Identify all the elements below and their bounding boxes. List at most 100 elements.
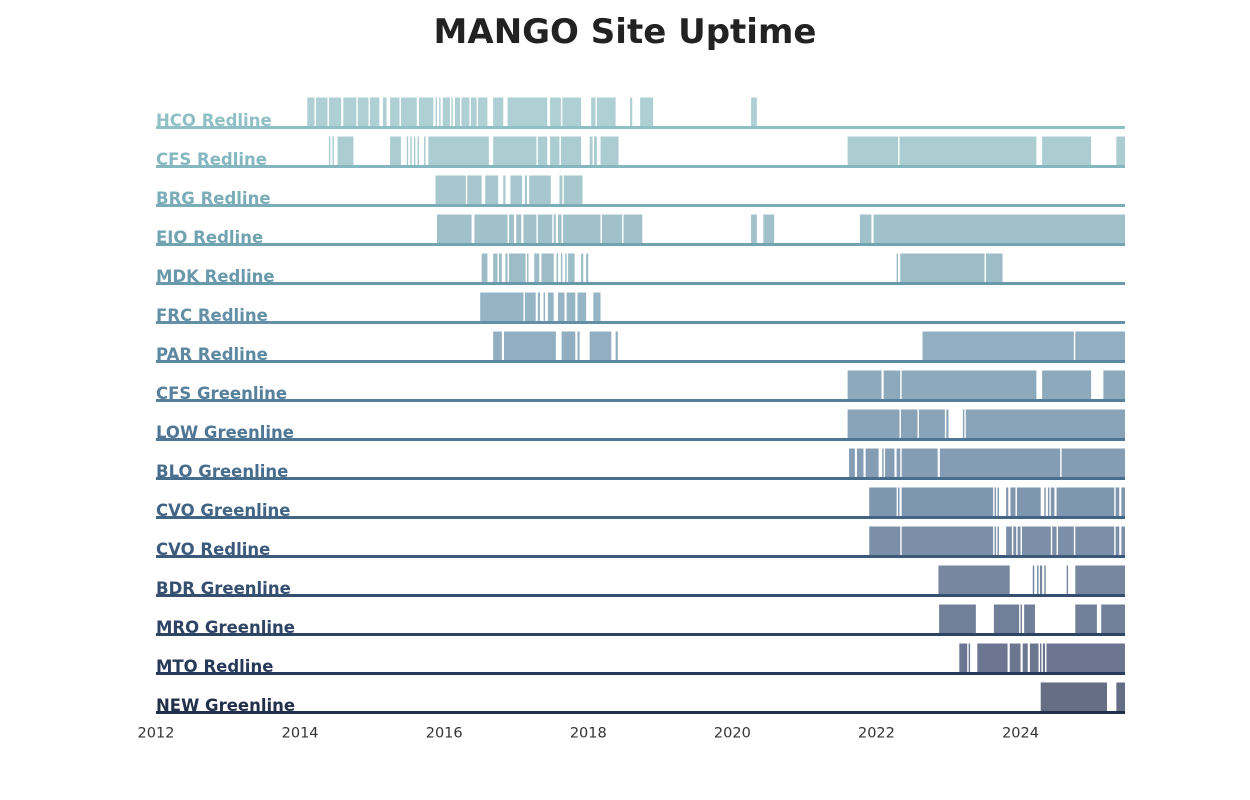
uptime-bar	[896, 448, 901, 479]
site-label: HCO Redline	[156, 111, 272, 130]
uptime-bar	[537, 292, 540, 323]
uptime-bar	[615, 331, 618, 362]
site-label: CFS Redline	[156, 150, 267, 169]
site-row: EIO Redline	[156, 214, 1125, 247]
site-row: MRO Greenline	[156, 604, 1125, 637]
uptime-bar	[1010, 487, 1016, 518]
uptime-bar	[959, 643, 968, 674]
uptime-bar	[558, 292, 565, 323]
uptime-bar	[493, 97, 504, 128]
uptime-bar	[600, 136, 619, 167]
uptime-bar	[900, 409, 918, 440]
uptime-bar	[994, 526, 997, 557]
site-row: BRG Redline	[156, 175, 1125, 208]
uptime-bar	[467, 175, 482, 206]
uptime-bar	[1058, 526, 1074, 557]
uptime-bar	[977, 643, 1008, 674]
uptime-bar	[1066, 565, 1069, 596]
x-tick-label: 2012	[138, 726, 175, 742]
uptime-bar	[328, 136, 331, 167]
uptime-bar	[997, 526, 999, 557]
uptime-bar	[550, 97, 561, 128]
uptime-bar	[474, 214, 508, 245]
uptime-bar	[939, 604, 976, 635]
site-row: BDR Greenline	[156, 565, 1125, 598]
uptime-bar	[869, 487, 897, 518]
uptime-bar	[390, 136, 401, 167]
uptime-bar	[485, 175, 499, 206]
x-tick-label: 2024	[1002, 726, 1039, 742]
site-label: LOW Greenline	[156, 423, 294, 442]
uptime-bar	[1046, 643, 1125, 674]
uptime-bar	[918, 409, 945, 440]
site-row: BLO Greenline	[156, 448, 1125, 481]
site-row: MTO Redline	[156, 643, 1125, 676]
uptime-bar	[523, 214, 537, 245]
uptime-bar	[630, 97, 633, 128]
uptime-bar	[1039, 565, 1043, 596]
uptime-bar	[510, 175, 522, 206]
uptime-bar	[847, 409, 900, 440]
uptime-bar	[565, 253, 567, 284]
uptime-bar	[901, 526, 994, 557]
uptime-bar	[493, 253, 498, 284]
uptime-bar	[885, 448, 895, 479]
uptime-bar	[589, 331, 612, 362]
uptime-bar	[507, 97, 548, 128]
uptime-bar	[1044, 565, 1046, 596]
uptime-bar	[1044, 487, 1046, 518]
uptime-bar	[640, 97, 654, 128]
site-label: CVO Redline	[156, 540, 270, 559]
site-label: EIO Redline	[156, 228, 263, 247]
uptime-bar	[307, 97, 315, 128]
uptime-bar	[601, 214, 623, 245]
site-label: BRG Redline	[156, 189, 271, 208]
uptime-bar	[1016, 487, 1041, 518]
uptime-bar	[1037, 565, 1039, 596]
uptime-bar	[1116, 136, 1125, 167]
uptime-bar	[994, 487, 997, 518]
uptime-bar	[343, 97, 357, 128]
site-row: CVO Redline	[156, 526, 1125, 559]
uptime-bar	[1121, 487, 1125, 518]
uptime-bar	[593, 292, 601, 323]
uptime-bar	[882, 448, 884, 479]
uptime-bar	[1052, 526, 1057, 557]
uptime-bar	[509, 214, 515, 245]
uptime-bar	[1101, 604, 1125, 635]
uptime-bar	[1121, 526, 1125, 557]
uptime-bar	[1042, 136, 1092, 167]
uptime-bar	[332, 136, 334, 167]
uptime-bar	[849, 448, 855, 479]
site-label: MRO Greenline	[156, 618, 295, 637]
site-label: FRC Redline	[156, 306, 268, 325]
uptime-bar	[1022, 643, 1028, 674]
site-label: CVO Greenline	[156, 501, 290, 520]
uptime-bar	[516, 214, 522, 245]
uptime-bar	[478, 97, 488, 128]
uptime-bar	[938, 565, 1010, 596]
site-row: CFS Greenline	[156, 370, 1125, 403]
uptime-bar	[1047, 487, 1050, 518]
uptime-bar	[503, 175, 506, 206]
uptime-bar	[470, 97, 477, 128]
uptime-bar	[1075, 604, 1097, 635]
uptime-bar	[337, 136, 354, 167]
uptime-bar	[534, 253, 540, 284]
uptime-bar	[558, 214, 562, 245]
site-label: PAR Redline	[156, 345, 268, 364]
uptime-bar	[865, 448, 879, 479]
uptime-bar	[481, 253, 488, 284]
uptime-bar	[1116, 682, 1125, 713]
uptime-bar	[315, 97, 328, 128]
uptime-bar	[461, 97, 470, 128]
uptime-bar	[1050, 487, 1055, 518]
uptime-bar	[537, 214, 553, 245]
uptime-bar	[435, 175, 466, 206]
uptime-bar	[1042, 643, 1046, 674]
site-label: MTO Redline	[156, 657, 273, 676]
uptime-bar	[410, 136, 412, 167]
site-row: FRC Redline	[156, 292, 1125, 325]
uptime-bar	[901, 370, 1037, 401]
uptime-bar	[1075, 526, 1115, 557]
